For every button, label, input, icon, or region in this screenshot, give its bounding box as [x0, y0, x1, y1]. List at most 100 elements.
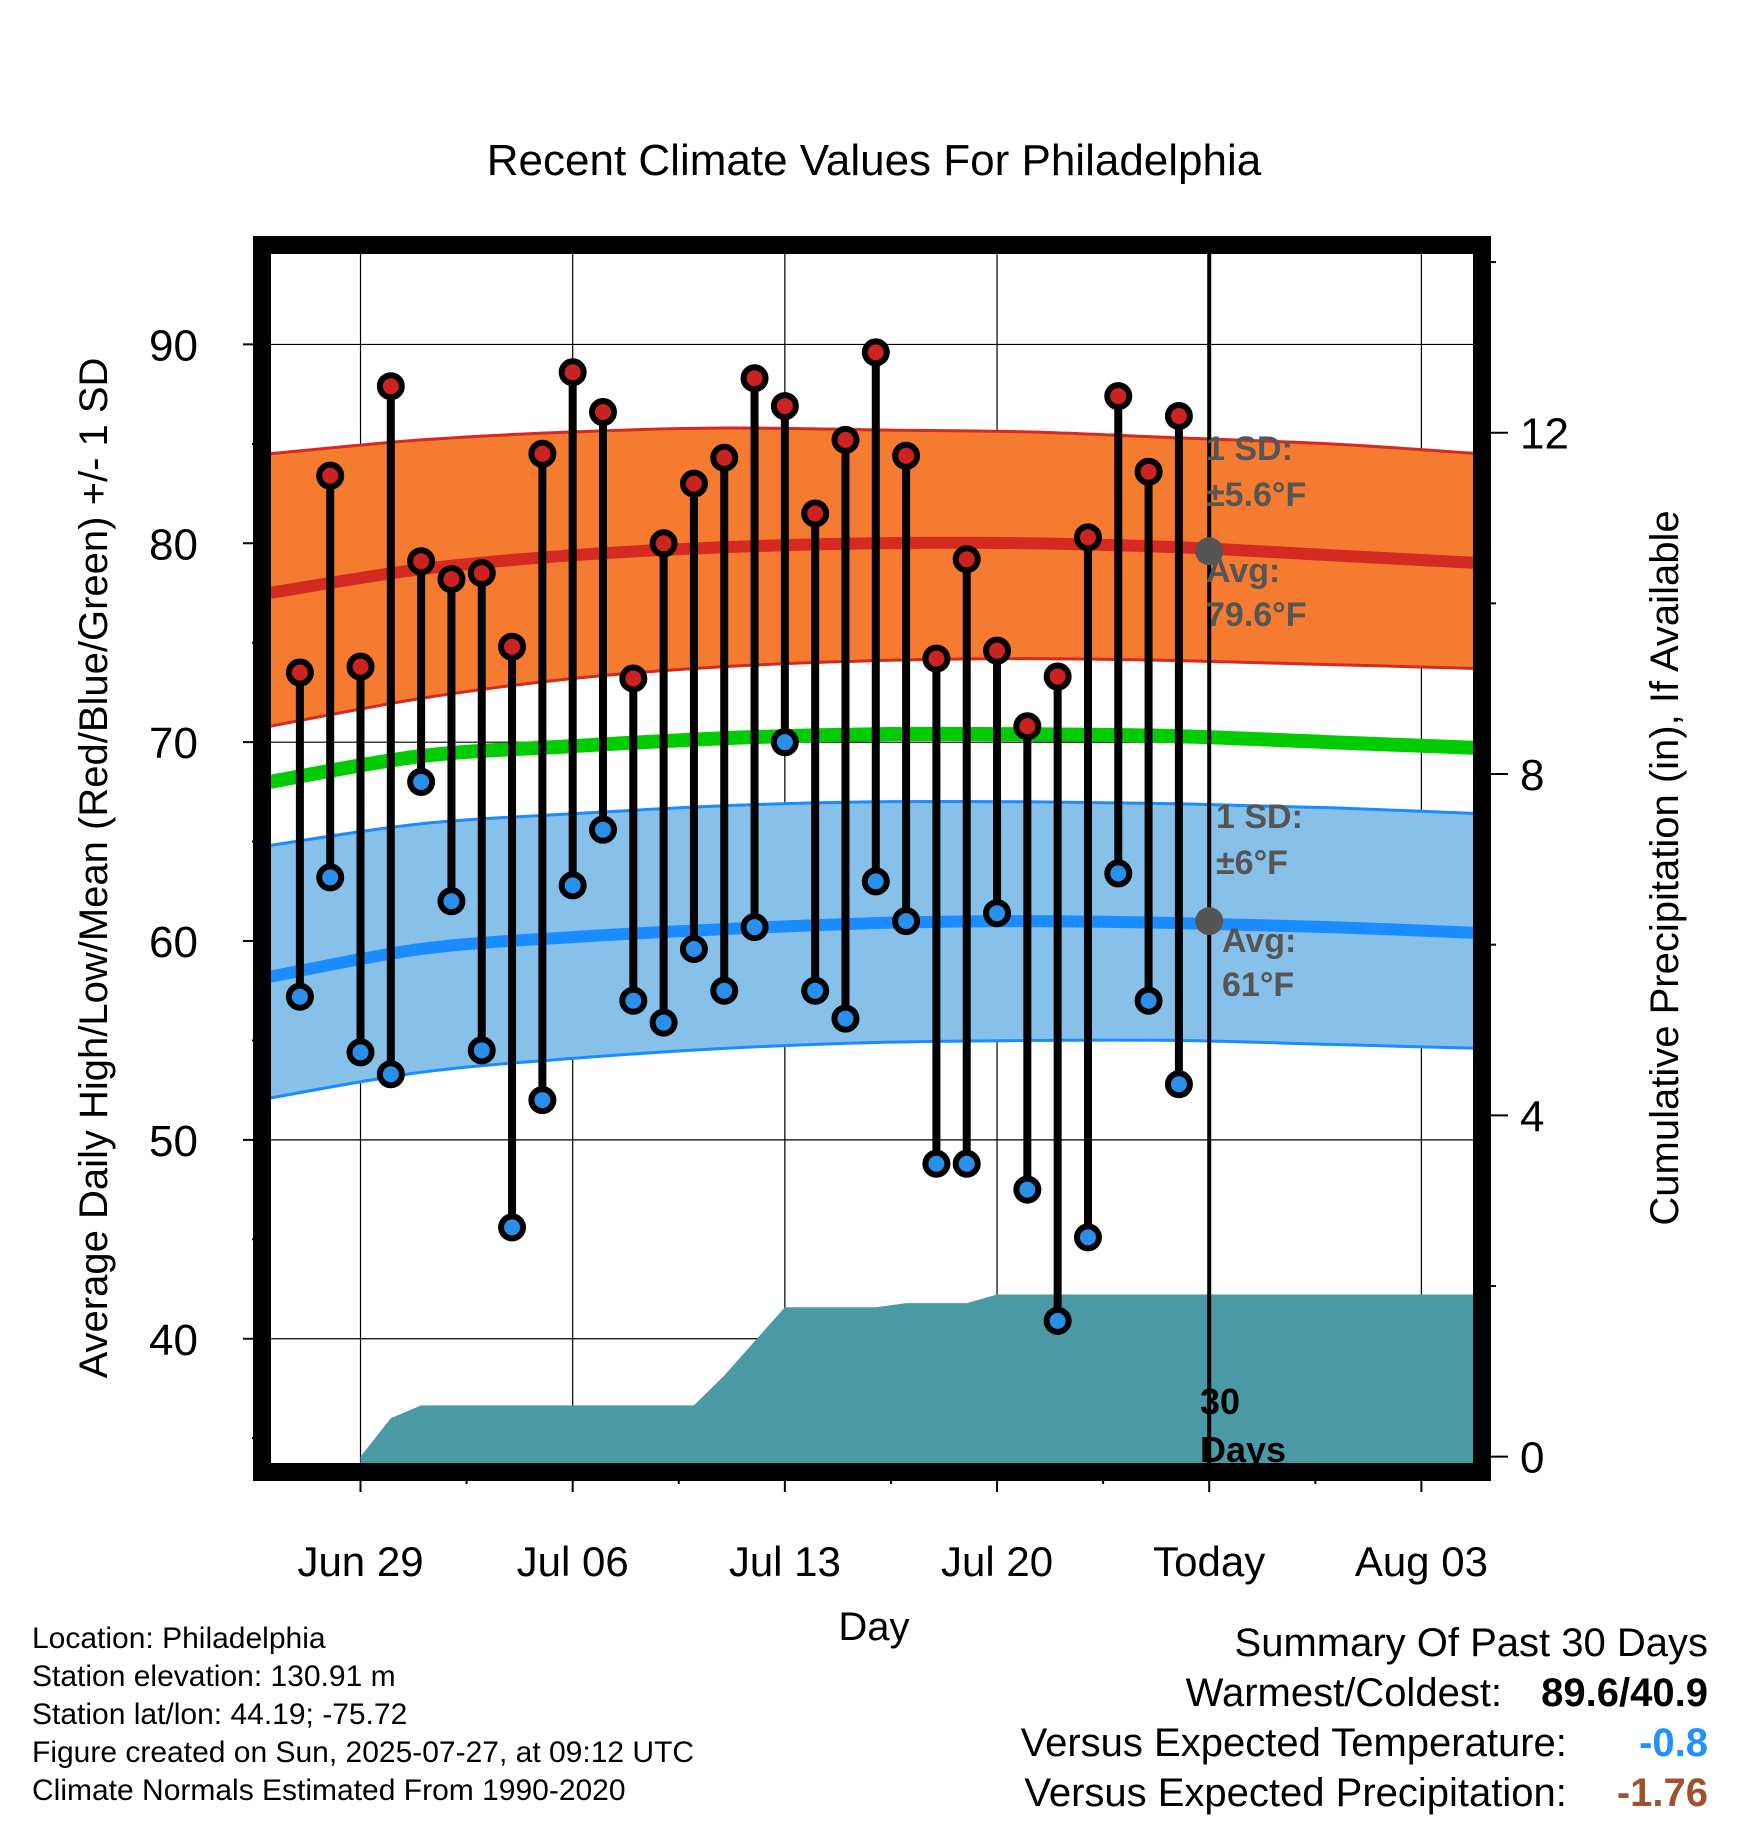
daily-low-point — [861, 867, 890, 896]
daily-low-point — [710, 976, 739, 1005]
precip-area — [360, 1294, 1482, 1472]
daily-low-point — [831, 1004, 860, 1033]
daily-record — [892, 441, 921, 936]
daily-high-point — [1073, 523, 1102, 552]
daily-low-point — [1043, 1306, 1072, 1335]
daily-low-point — [588, 815, 617, 844]
daily-record — [376, 372, 405, 1089]
left-tick-label: 90 — [149, 321, 198, 370]
x-tick-label: Jul 20 — [941, 1538, 1053, 1585]
daily-record — [346, 652, 375, 1067]
daily-record — [770, 392, 799, 757]
daily-low-point — [285, 982, 314, 1011]
x-tick-label: Jul 13 — [729, 1538, 841, 1585]
daily-high-point — [679, 469, 708, 498]
daily-high-point — [1043, 662, 1072, 691]
daily-high-point — [316, 461, 345, 490]
x-tick-label: Today — [1153, 1538, 1265, 1585]
left-tick-label: 80 — [149, 520, 198, 569]
daily-record — [528, 439, 557, 1115]
daily-record — [498, 632, 527, 1242]
daily-low-point — [558, 871, 587, 900]
daily-high-point — [437, 565, 466, 594]
daily-record — [1043, 662, 1072, 1335]
left-tick-label: 70 — [149, 719, 198, 768]
daily-low-point — [437, 887, 466, 916]
x-tick-label: Jul 06 — [517, 1538, 629, 1585]
daily-high-point — [801, 499, 830, 528]
daily-low-point — [407, 767, 436, 796]
summary-precip-value: -1.76 — [1616, 1771, 1708, 1815]
daily-record — [649, 529, 678, 1037]
left-axis: 40 50 60 70 80 90 — [149, 321, 262, 1440]
summary-warm-cold-value: 89.6/40.9 — [1541, 1671, 1708, 1715]
right-tick-label: 12 — [1520, 410, 1569, 459]
daily-low-point — [1073, 1223, 1102, 1252]
daily-high-point — [285, 658, 314, 687]
left-tick-label: 50 — [149, 1117, 198, 1166]
avg-low-line — [268, 915, 1482, 983]
daily-record — [1164, 402, 1193, 1099]
daily-record — [1104, 382, 1133, 888]
daily-high-point — [740, 364, 769, 393]
daily-low-point — [770, 728, 799, 757]
daily-high-point — [528, 439, 557, 468]
low-sd-annotation: 1 SD: ±6°F — [1216, 798, 1303, 882]
x-tick-label: Jun 29 — [297, 1538, 423, 1585]
plot-frame — [253, 236, 1491, 1481]
high-avg-annotation-line: Avg: — [1206, 552, 1280, 590]
daily-high-point — [892, 441, 921, 470]
bottom-axis: Jun 29 Jul 06 Jul 13 Jul 20 Today Aug 03 — [297, 1472, 1488, 1585]
daily-low-point — [892, 907, 921, 936]
daily-low-point — [619, 986, 648, 1015]
daily-record — [588, 398, 617, 844]
daily-high-point — [831, 425, 860, 454]
daily-record — [407, 547, 436, 796]
summary-precip-label: Versus Expected Precipitation: — [1024, 1771, 1567, 1815]
daily-low-point — [498, 1213, 527, 1242]
daily-record — [831, 425, 860, 1033]
low-sd-annotation-line: ±6°F — [1216, 844, 1288, 882]
daily-high-point — [407, 547, 436, 576]
high-avg-annotation: Avg: 79.6°F — [1206, 552, 1307, 634]
daily-high-point — [1134, 457, 1163, 486]
footer-normals: Climate Normals Estimated From 1990-2020 — [32, 1774, 626, 1807]
daily-high-point — [1164, 402, 1193, 431]
daily-record — [740, 364, 769, 942]
summary-temp-value: -0.8 — [1639, 1721, 1708, 1765]
y-axis-label-right: Cumulative Precipitation (in), If Availa… — [1643, 510, 1687, 1225]
daily-high-point — [588, 398, 617, 427]
footer-elevation: Station elevation: 130.91 m — [32, 1660, 396, 1693]
daily-low-point — [316, 863, 345, 892]
daily-record — [1013, 712, 1042, 1204]
daily-record — [952, 545, 981, 1178]
summary-precip: Versus Expected Precipitation: -1.76 — [1021, 1768, 1708, 1818]
daily-low-point — [1104, 859, 1133, 888]
daily-high-point — [619, 664, 648, 693]
daily-high-point — [1104, 382, 1133, 411]
low-avg-annotation-line: Avg: — [1222, 922, 1296, 960]
daily-high-point — [861, 338, 890, 367]
right-tick-label: 0 — [1520, 1434, 1544, 1483]
footer-location: Location: Philadelphia — [32, 1622, 326, 1655]
daily-record — [1134, 457, 1163, 1015]
daily-record — [316, 461, 345, 892]
right-tick-label: 4 — [1520, 1092, 1544, 1141]
daily-high-point — [649, 529, 678, 558]
daily-high-point — [346, 652, 375, 681]
footer-latlon: Station lat/lon: 44.19; -75.72 — [32, 1698, 408, 1731]
high-sd-annotation-line: ±5.6°F — [1206, 476, 1306, 514]
daily-record — [1073, 523, 1102, 1252]
summary-panel: Summary Of Past 30 Days Warmest/Coldest:… — [1021, 1618, 1708, 1818]
daily-record — [558, 358, 587, 900]
right-axis: 0 4 8 12 — [1482, 261, 1569, 1483]
daily-low-point — [1164, 1070, 1193, 1099]
footer-info: Location: Philadelphia Station elevation… — [32, 1620, 694, 1810]
daily-high-point — [952, 545, 981, 574]
high-sd-annotation: 1 SD: ±5.6°F — [1206, 430, 1306, 514]
summary-title: Summary Of Past 30 Days — [1234, 1621, 1708, 1665]
summary-temp-label: Versus Expected Temperature: — [1020, 1721, 1567, 1765]
low-sd-annotation-line: 1 SD: — [1216, 798, 1303, 836]
